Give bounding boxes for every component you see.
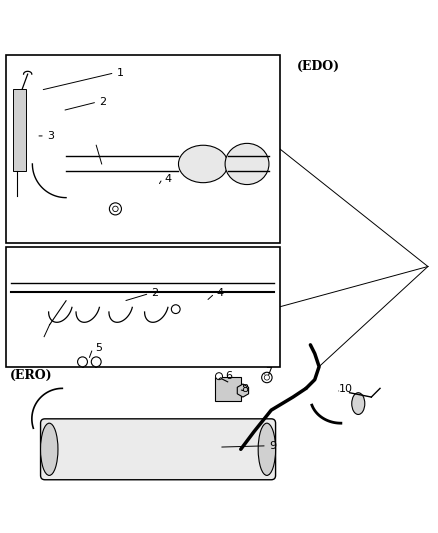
Circle shape <box>261 372 272 383</box>
Text: 2: 2 <box>152 288 159 298</box>
Ellipse shape <box>258 423 276 475</box>
Text: (ERO): (ERO) <box>10 369 53 382</box>
Circle shape <box>113 206 118 212</box>
Ellipse shape <box>41 423 58 475</box>
Text: (EDO): (EDO) <box>297 60 340 73</box>
Ellipse shape <box>178 146 228 183</box>
Circle shape <box>215 373 223 379</box>
Circle shape <box>171 305 180 313</box>
Bar <box>13 89 26 172</box>
Bar <box>6 55 280 243</box>
Text: 5: 5 <box>95 343 102 353</box>
Text: 1: 1 <box>117 68 124 78</box>
Circle shape <box>110 203 121 215</box>
Ellipse shape <box>352 393 365 415</box>
Text: 10: 10 <box>339 384 353 394</box>
Circle shape <box>264 375 269 380</box>
Bar <box>6 247 280 367</box>
Text: 3: 3 <box>47 131 54 141</box>
Text: 4: 4 <box>217 288 224 298</box>
Text: 9: 9 <box>269 441 276 451</box>
Bar <box>215 377 241 401</box>
Circle shape <box>91 357 101 367</box>
Text: 4: 4 <box>165 174 172 183</box>
Text: 7: 7 <box>265 367 272 377</box>
FancyBboxPatch shape <box>41 419 276 480</box>
Text: 6: 6 <box>226 371 233 381</box>
Text: 2: 2 <box>99 97 106 107</box>
Circle shape <box>78 357 88 367</box>
Text: 8: 8 <box>241 384 248 394</box>
Ellipse shape <box>225 143 269 184</box>
